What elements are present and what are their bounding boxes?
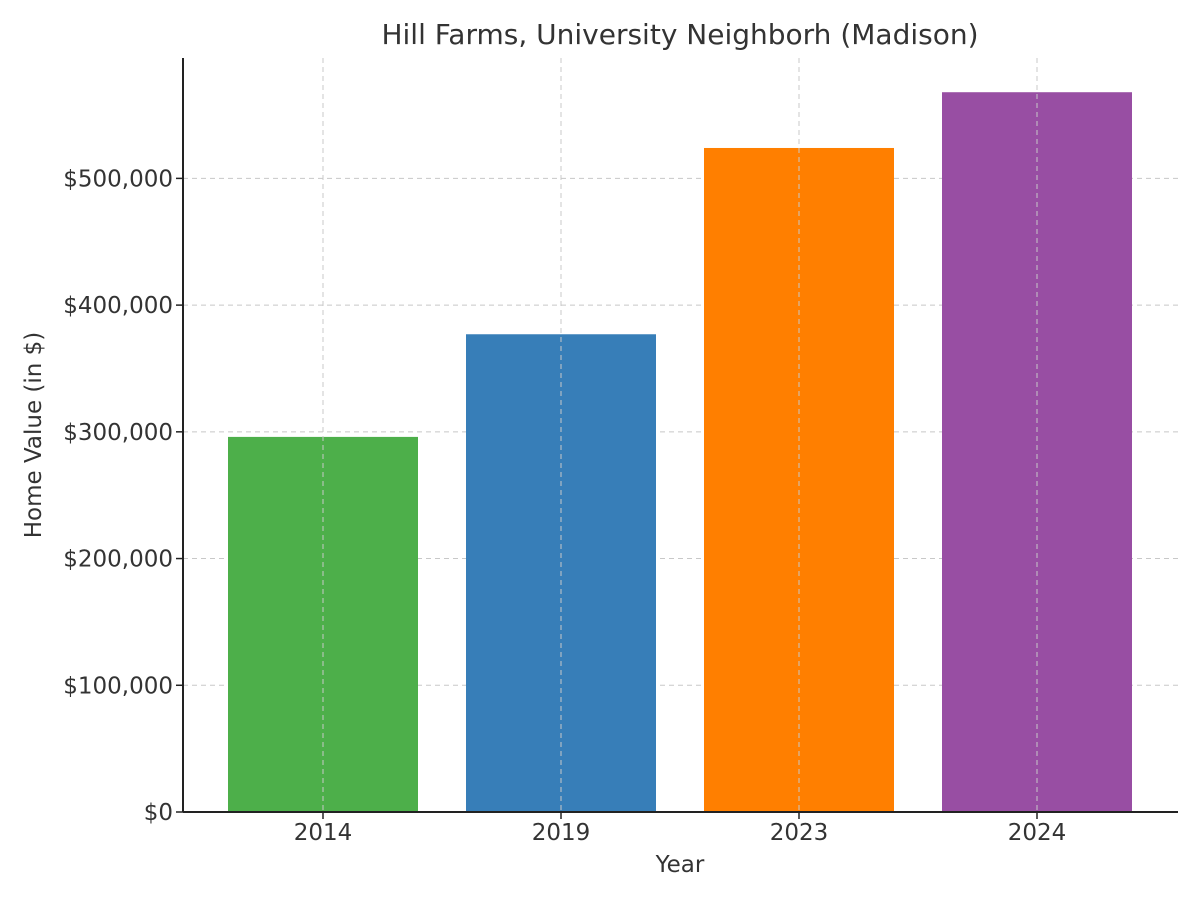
bar-2024 [942,92,1132,812]
x-tick-label: 2014 [294,820,353,846]
vertical-grid-lines [322,58,1038,812]
x-tick-label: 2023 [770,820,829,846]
y-tick-label: $500,000 [63,166,173,192]
y-tick-label: $0 [144,800,173,826]
x-tick-label: 2019 [532,820,591,846]
x-axis-label: Year [655,852,705,878]
axes [182,58,1178,813]
y-tick-labels: $0 $100,000 $200,000 $300,000 $400,000 $500,0… [63,166,183,826]
y-tick-label: $200,000 [63,547,173,573]
y-tick-label: $300,000 [63,420,173,446]
y-axis-label: Home Value (in $) [21,332,47,539]
bars [228,92,1132,812]
y-tick-label: $400,000 [63,293,173,319]
y-tick-label: $100,000 [63,673,173,699]
x-tick-labels: 2014 2019 2023 2024 [294,812,1067,846]
x-tick-label: 2024 [1008,820,1067,846]
chart-title: Hill Farms, University Neighborh (Madiso… [381,18,978,51]
